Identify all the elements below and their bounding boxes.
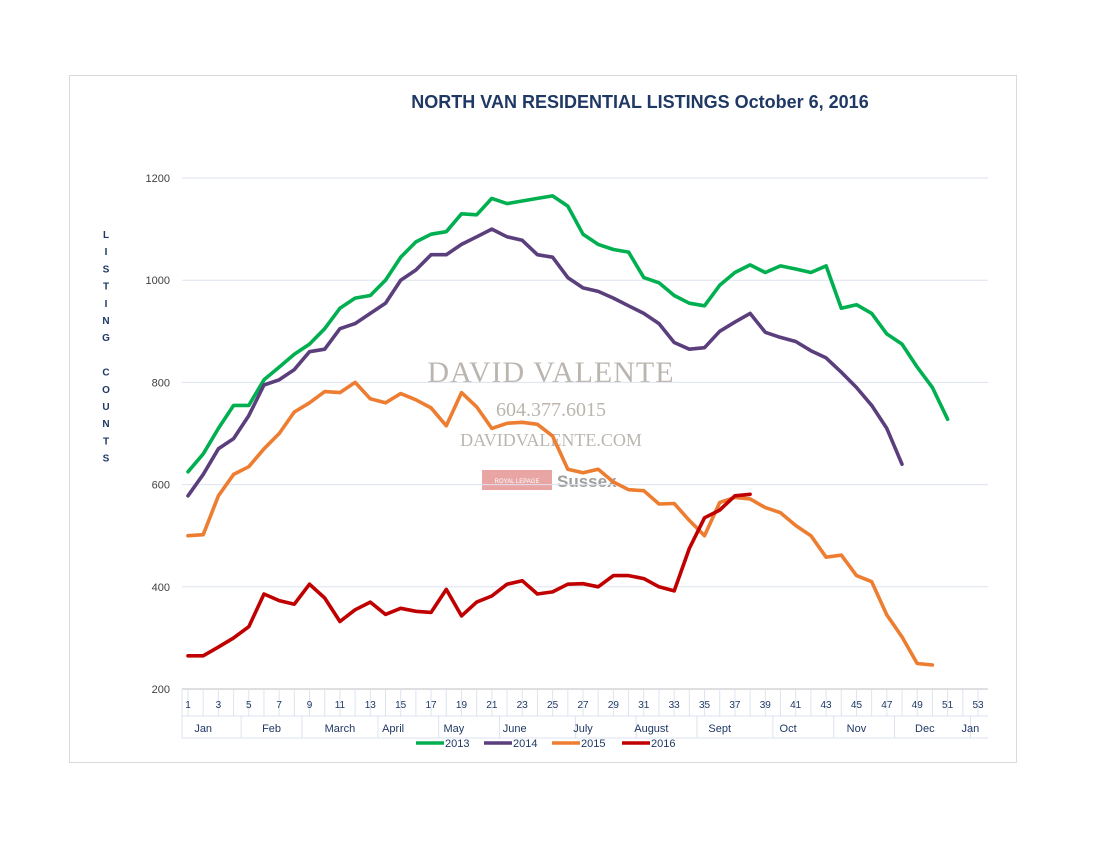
legend: 2013 2014 2015 2016 [416, 738, 675, 750]
y-tick-label: 1000 [146, 275, 170, 287]
y-axis-label-char: T [103, 282, 109, 293]
x-tick-label: 3 [216, 700, 222, 711]
y-tick-label: 400 [152, 582, 170, 594]
y-axis-label-char: C [102, 368, 109, 379]
legend-label-2016: 2016 [651, 738, 675, 750]
month-label: April [382, 723, 404, 735]
y-tick-label: 200 [152, 684, 170, 696]
x-tick-label: 41 [790, 700, 802, 711]
chart-title: NORTH VAN RESIDENTIAL LISTINGS October 6… [411, 92, 869, 112]
y-axis-label-char: N [102, 316, 109, 327]
series-line-2014 [186, 227, 904, 498]
series-layer [186, 194, 950, 667]
y-axis-label-char: N [102, 419, 109, 430]
x-tick-label: 19 [456, 700, 468, 711]
gridlines [182, 177, 988, 588]
watermark: DAVID VALENTE 604.377.6015 DAVIDVALENTE.… [427, 356, 674, 491]
y-axis-label-char: S [103, 454, 110, 465]
x-tick-label: 5 [246, 700, 252, 711]
legend-label-2013: 2013 [445, 738, 469, 750]
x-tick-label: 37 [729, 700, 741, 711]
x-tick-label: 43 [821, 700, 833, 711]
y-tick-label: 600 [152, 480, 170, 492]
series-line-2013 [186, 194, 950, 474]
y-axis-label-char: I [105, 299, 108, 310]
x-tick-label: 51 [942, 700, 954, 711]
x-tick-label: 49 [912, 700, 924, 711]
x-tick-label: 47 [881, 700, 893, 711]
x-tick-label: 7 [276, 700, 282, 711]
y-axis-label-char: S [103, 264, 110, 275]
x-tick-label: 29 [608, 700, 620, 711]
month-label: March [325, 723, 356, 735]
y-axis-label-char: T [103, 436, 109, 447]
month-label: May [443, 723, 464, 735]
watermark-sussex: Sussex [557, 472, 617, 491]
month-label: Oct [780, 723, 797, 735]
month-label: Dec [915, 723, 935, 735]
month-label: Sept [708, 723, 731, 735]
y-axis-label-char: O [102, 385, 110, 396]
x-axis: 1 3 5 7 9 11 13 15 17 19 21 23 25 27 29 31 33 35 37 39 41 43 4… [181, 688, 988, 739]
month-label: July [573, 723, 593, 735]
x-tick-label: 11 [335, 700, 346, 711]
y-axis: 200 400 600 800 1000 1200 [146, 173, 170, 696]
month-label: June [503, 723, 527, 735]
y-axis-label-char: G [102, 333, 110, 344]
month-label: Jan [962, 723, 980, 735]
legend-label-2015: 2015 [581, 738, 605, 750]
royal-lepage-logo-text: ROYAL LEPAGE [495, 479, 540, 485]
y-axis-label-char: I [105, 247, 108, 258]
month-label: August [634, 723, 668, 735]
x-tick-label: 15 [395, 700, 407, 711]
y-tick-label: 800 [152, 377, 170, 389]
x-tick-label: 35 [699, 700, 711, 711]
month-label: Jan [194, 723, 212, 735]
x-tick-label: 31 [638, 700, 650, 711]
legend-label-2014: 2014 [513, 738, 537, 750]
month-label: Nov [847, 723, 867, 735]
series-line-2016 [186, 492, 752, 658]
x-tick-label: 53 [972, 700, 984, 711]
watermark-name: DAVID VALENTE [427, 356, 674, 389]
month-label: Feb [262, 723, 281, 735]
x-tick-label: 33 [669, 700, 681, 711]
x-tick-label: 1 [185, 700, 191, 711]
x-tick-label: 21 [486, 700, 498, 711]
x-tick-label: 17 [426, 700, 438, 711]
y-axis-label-char: U [102, 402, 109, 413]
x-tick-label: 27 [577, 700, 589, 711]
y-tick-label: 1200 [146, 173, 170, 185]
y-axis-label-char: L [103, 230, 109, 241]
watermark-site: DAVIDVALENTE.COM [460, 430, 642, 450]
x-tick-label: 13 [365, 700, 377, 711]
series-line-2015 [186, 380, 935, 667]
watermark-phone: 604.377.6015 [496, 399, 606, 421]
x-tick-label: 9 [307, 700, 313, 711]
x-tick-label: 25 [547, 700, 559, 711]
x-tick-label: 45 [851, 700, 863, 711]
x-tick-label: 23 [517, 700, 529, 711]
chart-frame [69, 75, 1017, 763]
x-tick-label: 39 [760, 700, 772, 711]
